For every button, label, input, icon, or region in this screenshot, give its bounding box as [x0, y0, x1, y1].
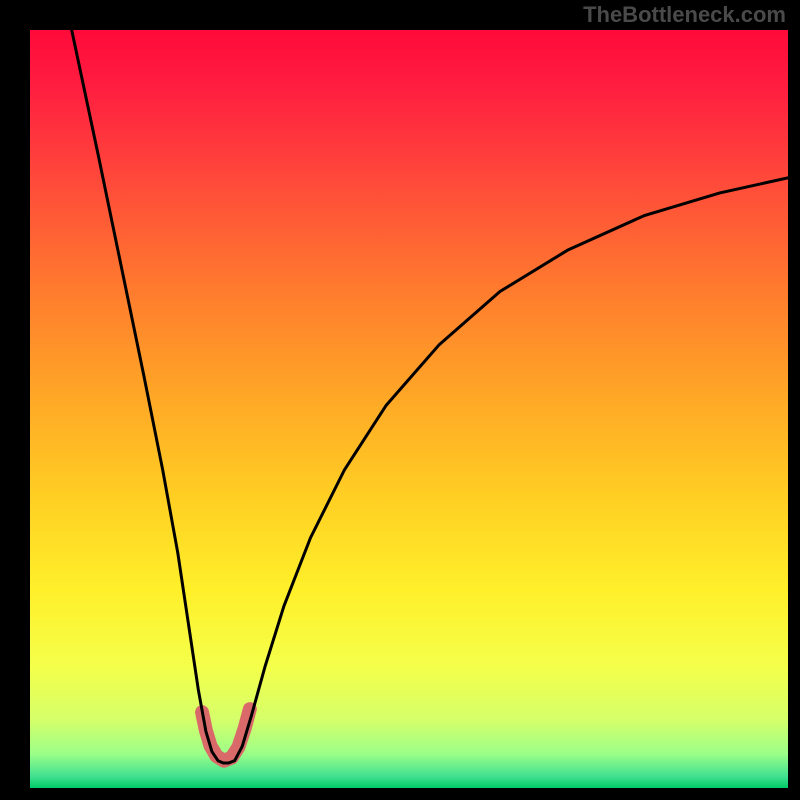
- frame-right: [788, 0, 800, 800]
- curve-svg: [30, 30, 788, 788]
- plot-area: [30, 30, 788, 788]
- valley-marker: [202, 709, 250, 761]
- frame-left: [0, 0, 30, 800]
- frame-bottom: [0, 788, 800, 800]
- watermark-text: TheBottleneck.com: [583, 2, 786, 28]
- bottleneck-curve: [72, 30, 788, 763]
